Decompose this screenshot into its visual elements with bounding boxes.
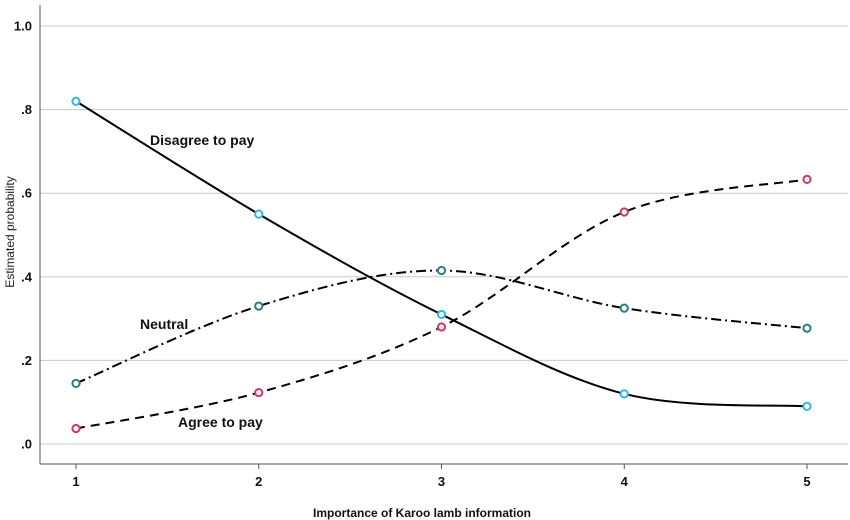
x-tick-labels: 1 2 3 4 5 bbox=[72, 474, 810, 489]
x-axis-title: Importance of Karoo lamb information bbox=[313, 506, 531, 520]
y-tick-label: .8 bbox=[21, 102, 32, 117]
data-point-disagree-to-pay bbox=[71, 96, 81, 106]
y-axis-title: Estimated probability bbox=[3, 176, 17, 287]
data-point-neutral bbox=[802, 323, 812, 333]
x-tick-label: 4 bbox=[621, 474, 629, 489]
y-tick-label: .0 bbox=[21, 437, 32, 452]
y-tick-label: 1.0 bbox=[14, 19, 32, 34]
y-tick-label: .4 bbox=[21, 269, 33, 284]
data-point-disagree-to-pay bbox=[802, 401, 812, 411]
series-markers bbox=[71, 96, 812, 434]
data-point-agree-to-pay bbox=[436, 322, 447, 332]
axes bbox=[39, 5, 848, 469]
y-tick-label: .6 bbox=[21, 186, 32, 201]
data-point-neutral bbox=[254, 301, 264, 311]
data-point-neutral bbox=[436, 265, 447, 276]
data-point-disagree-to-pay bbox=[436, 309, 447, 320]
data-point-neutral bbox=[71, 378, 81, 388]
y-tick-label: .2 bbox=[21, 353, 32, 368]
data-point-agree-to-pay bbox=[254, 387, 264, 398]
series-line-agree-to-pay bbox=[75, 178, 808, 430]
y-tick-labels: .0 .2 .4 .6 .8 1.0 bbox=[14, 19, 33, 452]
series-label-agree-to-pay: Agree to pay bbox=[178, 414, 263, 430]
x-tick-label: 2 bbox=[255, 474, 262, 489]
x-tick-label: 1 bbox=[72, 474, 79, 489]
data-point-agree-to-pay bbox=[619, 207, 629, 217]
gridlines bbox=[40, 25, 848, 445]
x-tick-label: 3 bbox=[438, 474, 445, 489]
data-point-agree-to-pay bbox=[802, 174, 812, 185]
series-labels: Disagree to pay Neutral Agree to pay bbox=[140, 132, 263, 430]
data-point-disagree-to-pay bbox=[254, 209, 264, 219]
series-lines bbox=[75, 100, 808, 430]
series-label-neutral: Neutral bbox=[140, 316, 188, 332]
data-point-agree-to-pay bbox=[71, 423, 81, 434]
x-tick-label: 5 bbox=[803, 474, 810, 489]
data-point-neutral bbox=[619, 303, 629, 313]
series-label-disagree-to-pay: Disagree to pay bbox=[150, 132, 254, 148]
data-point-disagree-to-pay bbox=[619, 389, 629, 399]
